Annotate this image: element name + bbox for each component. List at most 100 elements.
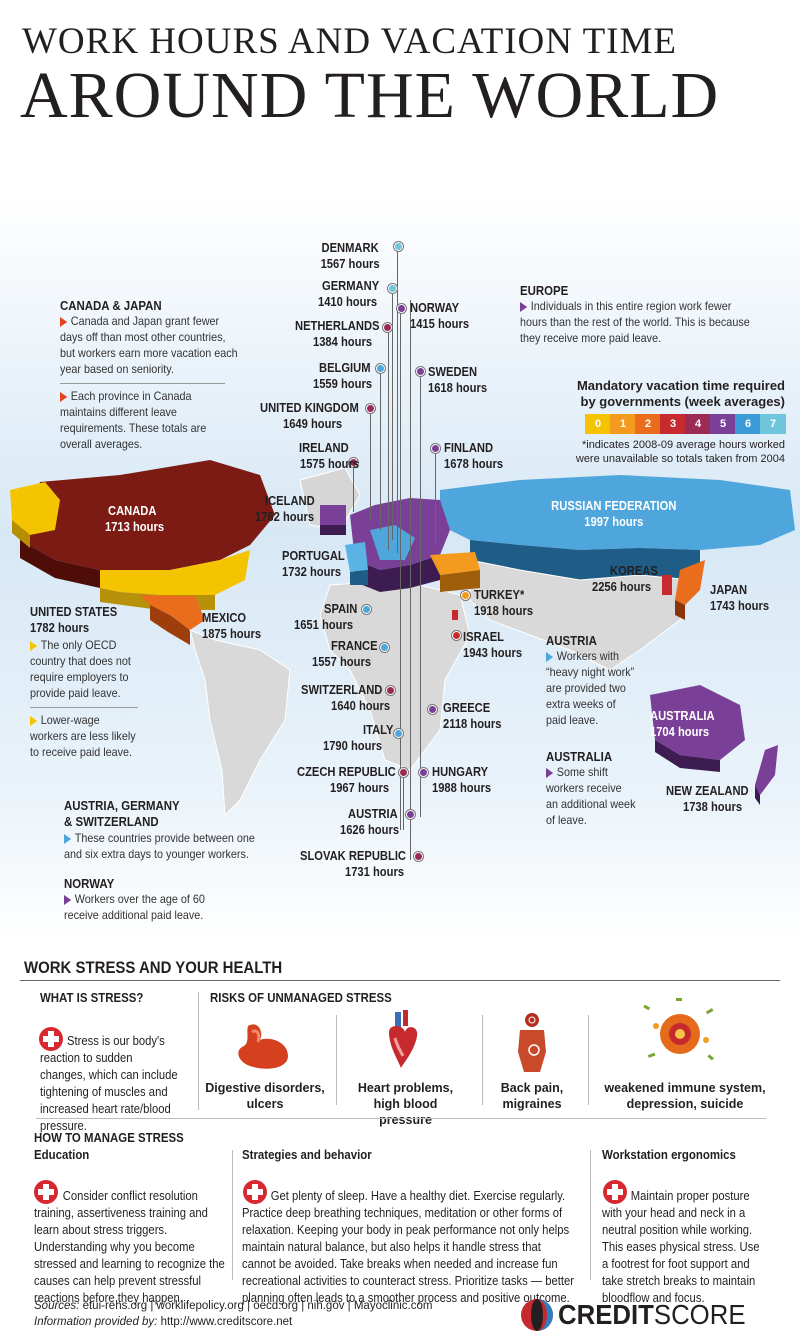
country-label-koreas: KOREAS 2256 hours (592, 563, 666, 595)
note-text: Lower-wage workers are less likely to re… (30, 713, 136, 759)
country-label-netherlands: NETHERLANDS 1384 hours (295, 318, 393, 350)
marker-dot (386, 686, 395, 695)
marker-dot (452, 631, 461, 640)
stress-section-title: WORK STRESS AND YOUR HEALTH (24, 958, 283, 977)
country-hours: 1567 hours (320, 256, 380, 271)
info-link[interactable]: http://www.creditscore.net (160, 1316, 293, 1328)
country-name: SWEDEN (428, 364, 478, 379)
divider (36, 1118, 766, 1119)
ergonomics-title: Workstation ergonomics (602, 1147, 736, 1162)
country-label-newzealand: NEW ZEALAND 1738 hours (666, 783, 762, 815)
legend-scale-cell: 3 (660, 414, 686, 434)
manage-title: HOW TO MANAGE STRESS (34, 1130, 184, 1145)
country-label-austria: AUSTRIA 1626 hours (340, 806, 409, 838)
note-title: AUSTRALIA (546, 749, 613, 764)
country-label-uk: UNITED KINGDOM 1649 hours (260, 400, 375, 432)
marker-dot (394, 242, 403, 251)
country-label-switzerland: SWITZERLAND 1640 hours (301, 682, 400, 714)
connector-line (400, 310, 401, 830)
marker-dot (406, 810, 415, 819)
triangle-bullet-icon (520, 301, 528, 312)
risks-title: RISKS OF UNMANAGED STRESS (210, 990, 392, 1005)
country-name: NETHERLANDS (295, 318, 380, 333)
sources-text: etui-rehs.org | worklifepolicy.org | oec… (82, 1300, 433, 1312)
country-name: HUNGARY (432, 764, 489, 779)
divider (20, 980, 780, 981)
country-name: BELGIUM (319, 360, 371, 375)
marker-dot (431, 444, 440, 453)
note-austria: AUSTRIA Workers with “heavy night work” … (546, 633, 641, 728)
marker-dot (419, 768, 428, 777)
country-name: JAPAN (710, 582, 748, 597)
connector-line (410, 300, 411, 860)
what-is-stress-text: Stress is our body's reaction to sudden … (40, 1034, 178, 1133)
country-hours: 1557 hours (312, 654, 372, 669)
heart-icon (389, 1010, 418, 1068)
country-name: UNITED STATES (30, 604, 118, 619)
legend-scale-cell: 1 (610, 414, 636, 434)
divider (590, 1150, 591, 1280)
country-hours: 1918 hours (474, 603, 534, 618)
country-name: DENMARK (321, 240, 379, 255)
country-label-norway: NORWAY 1415 hours (410, 300, 479, 332)
logo-text: CREDITSCORE (558, 1299, 746, 1330)
connector-line (435, 450, 436, 545)
world-map (10, 460, 795, 817)
title-line2: AROUND THE WORLD (20, 59, 720, 132)
country-hours: 1384 hours (313, 334, 373, 349)
country-hours: 1732 hours (282, 564, 342, 579)
education-block: Education Consider conflict resolution t… (34, 1147, 229, 1307)
country-label-japan: JAPAN 1743 hours (710, 582, 779, 614)
country-name: PORTUGAL (282, 548, 345, 563)
country-name: CANADA (108, 503, 157, 518)
country-name: FINLAND (444, 440, 494, 455)
connector-line (403, 770, 404, 830)
risk-label: Digestive disorders, ulcers (205, 1081, 325, 1111)
country-label-portugal: PORTUGAL 1732 hours (282, 548, 355, 580)
country-hours: 1943 hours (463, 645, 523, 660)
country-label-spain: SPAIN 1651 hours (294, 601, 363, 633)
note-title: NORWAY (64, 876, 115, 891)
country-hours: 2256 hours (592, 579, 652, 594)
country-hours: 1704 hours (650, 724, 710, 739)
note-title: AUSTRIA, GERMANY & SWITZERLAND (64, 798, 180, 829)
triangle-bullet-icon (30, 640, 38, 651)
country-label-canada: CANADA 1713 hours (105, 503, 174, 535)
divider (60, 383, 225, 384)
connector-line (388, 330, 389, 550)
country-label-italy: ITALY 1790 hours (323, 722, 398, 754)
country-hours: 1790 hours (323, 738, 383, 753)
connector-line (392, 290, 393, 540)
marker-dot (416, 367, 425, 376)
note-text: These countries provide between one and … (64, 831, 255, 861)
connector-line (380, 370, 381, 530)
country-name: MEXICO (202, 610, 247, 625)
legend-scale-cell: 6 (735, 414, 761, 434)
legend-title: Mandatory vacation time required by gove… (576, 378, 785, 409)
risk-label: weakened immune system, depression, suic… (604, 1081, 766, 1111)
note-australia: AUSTRALIA Some shift workers receive an … (546, 749, 641, 828)
medical-cross-icon (34, 1180, 58, 1204)
note-europe: EUROPE Individuals in this entire region… (520, 283, 770, 346)
country-name: SLOVAK REPUBLIC (300, 848, 407, 863)
country-hours: 1415 hours (410, 316, 470, 331)
country-hours: 1875 hours (202, 626, 262, 641)
country-name: AUSTRALIA (650, 708, 715, 723)
medical-cross-icon (603, 1180, 627, 1204)
education-text: Consider conflict resolution training, a… (34, 1189, 225, 1305)
ergonomics-block: Workstation ergonomics Maintain proper p… (602, 1147, 772, 1307)
country-name: FRANCE (331, 638, 378, 653)
note-canada-japan: CANADA & JAPAN Canada and Japan grant fe… (60, 298, 250, 452)
note-text: Workers over the age of 60 receive addit… (64, 892, 205, 922)
country-hours: 1618 hours (428, 380, 488, 395)
country-label-us: UNITED STATES 1782 hours (30, 604, 131, 636)
country-hours: 1559 hours (313, 376, 373, 391)
country-hours: 2118 hours (443, 716, 502, 731)
legend-scale-cell: 2 (635, 414, 661, 434)
country-name: AUSTRIA (348, 806, 398, 821)
triangle-bullet-icon (64, 894, 72, 905)
title-line1: WORK HOURS AND VACATION TIME (22, 21, 677, 62)
marker-dot (376, 364, 385, 373)
note-norway: NORWAY Workers over the age of 60 receiv… (64, 876, 254, 923)
